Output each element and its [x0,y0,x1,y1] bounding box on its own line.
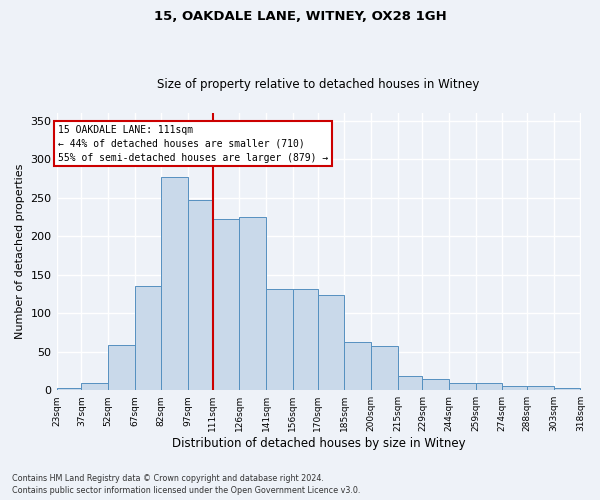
Bar [108,345,134,390]
Bar [554,388,580,390]
Bar [502,386,527,390]
Bar [239,217,266,390]
Bar [422,378,449,390]
Bar [56,388,82,390]
Bar [293,290,317,390]
Bar [161,177,188,390]
Text: Contains HM Land Registry data © Crown copyright and database right 2024.
Contai: Contains HM Land Registry data © Crown c… [12,474,361,495]
Bar [476,384,502,390]
Bar [317,294,344,390]
Bar [266,290,293,390]
Title: Size of property relative to detached houses in Witney: Size of property relative to detached ho… [157,78,480,91]
Y-axis label: Number of detached properties: Number of detached properties [15,164,25,340]
Bar [527,386,554,390]
Bar [82,382,108,390]
Bar [371,346,398,390]
Text: 15 OAKDALE LANE: 111sqm
← 44% of detached houses are smaller (710)
55% of semi-d: 15 OAKDALE LANE: 111sqm ← 44% of detache… [58,124,329,162]
Bar [449,384,476,390]
X-axis label: Distribution of detached houses by size in Witney: Distribution of detached houses by size … [172,437,466,450]
Bar [344,342,371,390]
Bar [398,376,422,390]
Bar [213,220,239,390]
Bar [134,286,161,390]
Bar [188,200,213,390]
Text: 15, OAKDALE LANE, WITNEY, OX28 1GH: 15, OAKDALE LANE, WITNEY, OX28 1GH [154,10,446,23]
